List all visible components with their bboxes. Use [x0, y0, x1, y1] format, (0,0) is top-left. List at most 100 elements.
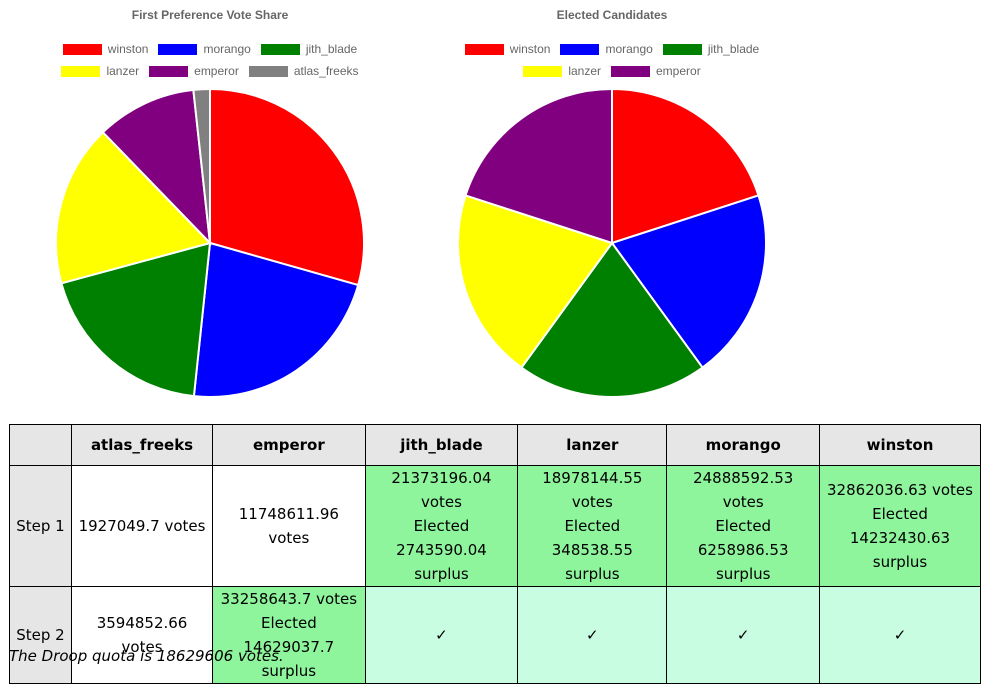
- cell-line: 33258643.7 votes: [220, 590, 358, 608]
- pie-slice-morango[interactable]: [192, 241, 360, 398]
- legend-label: jith_blade: [305, 42, 358, 56]
- cell-line: 3594852.66 votes: [96, 614, 188, 656]
- vote-cell: 3594852.66 votes: [70, 586, 214, 684]
- vote-cell: 11748611.96 votes: [212, 465, 366, 587]
- check-cell: ✓: [364, 586, 519, 684]
- column-header: emperor: [212, 424, 366, 466]
- legend-item[interactable]: emperor: [611, 64, 701, 78]
- droop-quota-note: The Droop quota is 18629606 votes.: [9, 647, 284, 665]
- chart-title: Elected Candidates: [556, 8, 668, 22]
- legend-label: emperor: [194, 64, 239, 78]
- cell-line: Elected: [715, 517, 772, 535]
- cell-line: Elected: [260, 614, 317, 632]
- cell-line: 6258986.53 surplus: [697, 541, 789, 583]
- legend-swatch: [662, 43, 702, 55]
- legend-swatch: [248, 65, 288, 77]
- legend-label: atlas_freeks: [293, 64, 359, 78]
- pie-slice-winston[interactable]: [611, 87, 760, 245]
- elected-candidates-chart: Elected Candidates winston morango jith_bl…: [402, 0, 822, 410]
- legend-item[interactable]: morango: [560, 42, 653, 56]
- table-row: Step 2 3594852.66 votes 33258643.7 votes El…: [9, 586, 981, 684]
- legend-swatch: [560, 43, 600, 55]
- legend-item[interactable]: jith_blade: [662, 42, 760, 56]
- legend-item[interactable]: emperor: [149, 64, 239, 78]
- table-header-row: atlas_freeks emperor jith_blade lanzer m…: [9, 424, 981, 466]
- legend-label: emperor: [656, 64, 701, 78]
- legend-item[interactable]: winston: [464, 42, 551, 56]
- column-header: jith_blade: [364, 424, 519, 466]
- pie-svg: [457, 87, 767, 398]
- cell-line: 18978144.55 votes: [542, 469, 643, 511]
- legend-swatch: [260, 43, 300, 55]
- checkmark-icon: ✓: [586, 626, 599, 644]
- legend-row: winston morango jith_blade: [0, 42, 420, 56]
- checkmark-icon: ✓: [893, 626, 907, 644]
- cell-line: 21373196.04 votes: [391, 469, 492, 511]
- cell-line: 1927049.7 votes: [78, 517, 206, 535]
- legend-label: jith_blade: [707, 42, 760, 56]
- vote-cell: 21373196.04 votes Elected 2743590.04 surpl…: [364, 465, 519, 587]
- pie-slice-jith_blade[interactable]: [60, 241, 212, 398]
- pie-slice-emperor[interactable]: [101, 88, 212, 246]
- legend-swatch: [464, 43, 504, 55]
- legend-swatch: [149, 65, 189, 77]
- legend-label: winston: [509, 42, 551, 56]
- cell-line: 2743590.04 surplus: [396, 541, 487, 583]
- legend-item[interactable]: atlas_freeks: [248, 64, 359, 78]
- column-header: atlas_freeks: [70, 424, 214, 466]
- vote-cell: 33258643.7 votes Elected 14629037.7 surplu…: [212, 586, 366, 684]
- vote-cell: 24888592.53 votes Elected 6258986.53 surpl…: [666, 465, 820, 587]
- checkmark-icon: ✓: [736, 626, 750, 644]
- pie-slice-jith_blade[interactable]: [520, 241, 704, 398]
- checkmark-icon: ✓: [435, 626, 448, 644]
- column-header: morango: [666, 424, 820, 466]
- cell-line: 14232430.63 surplus: [849, 529, 951, 571]
- legend-label: winston: [107, 42, 149, 56]
- pie-slice-emperor[interactable]: [464, 87, 613, 245]
- pie-slice-lanzer[interactable]: [457, 194, 614, 369]
- cell-line: 32862036.63 votes: [827, 481, 973, 499]
- check-cell: ✓: [666, 586, 820, 684]
- check-cell: ✓: [819, 586, 981, 684]
- legend-item[interactable]: lanzer: [523, 64, 601, 78]
- cell-line: 11748611.96 votes: [238, 505, 339, 547]
- step-label: Step 2: [9, 586, 72, 684]
- column-header: [9, 424, 72, 466]
- vote-cell: 1927049.7 votes: [70, 465, 214, 587]
- legend-row: lanzer emperor atlas_freeks: [0, 64, 420, 78]
- legend-swatch: [611, 65, 650, 77]
- cell-line: Elected: [564, 517, 621, 535]
- legend-swatch: [523, 65, 563, 77]
- vote-cell: 18978144.55 votes Elected 348538.55 surplu…: [517, 465, 668, 587]
- legend-label: morango: [605, 42, 653, 56]
- column-header: lanzer: [517, 424, 668, 466]
- legend-row: winston morango jith_blade: [402, 42, 822, 56]
- pie-slice-morango[interactable]: [610, 194, 767, 369]
- chart-title: First Preference Vote Share: [131, 8, 289, 22]
- legend-label: lanzer: [568, 64, 601, 78]
- results-table: atlas_freeks emperor jith_blade lanzer m…: [9, 424, 981, 684]
- legend-item[interactable]: jith_blade: [260, 42, 358, 56]
- legend-swatch: [61, 65, 101, 77]
- cell-line: Elected: [413, 517, 470, 535]
- cell-line: 348538.55 surplus: [551, 541, 633, 583]
- pie-slice-atlas_freeks[interactable]: [192, 87, 211, 244]
- first-preference-chart: First Preference Vote Share winston moran…: [0, 0, 420, 410]
- legend-label: morango: [203, 42, 251, 56]
- pie-svg: [55, 87, 365, 398]
- legend-swatch: [62, 43, 102, 55]
- column-header: winston: [819, 424, 981, 466]
- pie-slice-lanzer[interactable]: [55, 130, 212, 285]
- table-row: Step 1 1927049.7 votes 11748611.96 votes 21…: [9, 465, 981, 587]
- legend-label: lanzer: [106, 64, 140, 78]
- cell-line: 24888592.53 votes: [693, 469, 794, 511]
- legend-item[interactable]: morango: [158, 42, 251, 56]
- vote-cell: 32862036.63 votes Elected 14232430.63 surp…: [819, 465, 981, 587]
- cell-line: Elected: [872, 505, 928, 523]
- legend-item[interactable]: lanzer: [61, 64, 139, 78]
- legend-swatch: [158, 43, 198, 55]
- legend-row: lanzer emperor: [402, 64, 822, 78]
- legend-item[interactable]: winston: [62, 42, 149, 56]
- check-cell: ✓: [517, 586, 668, 684]
- pie-slice-winston[interactable]: [209, 87, 365, 287]
